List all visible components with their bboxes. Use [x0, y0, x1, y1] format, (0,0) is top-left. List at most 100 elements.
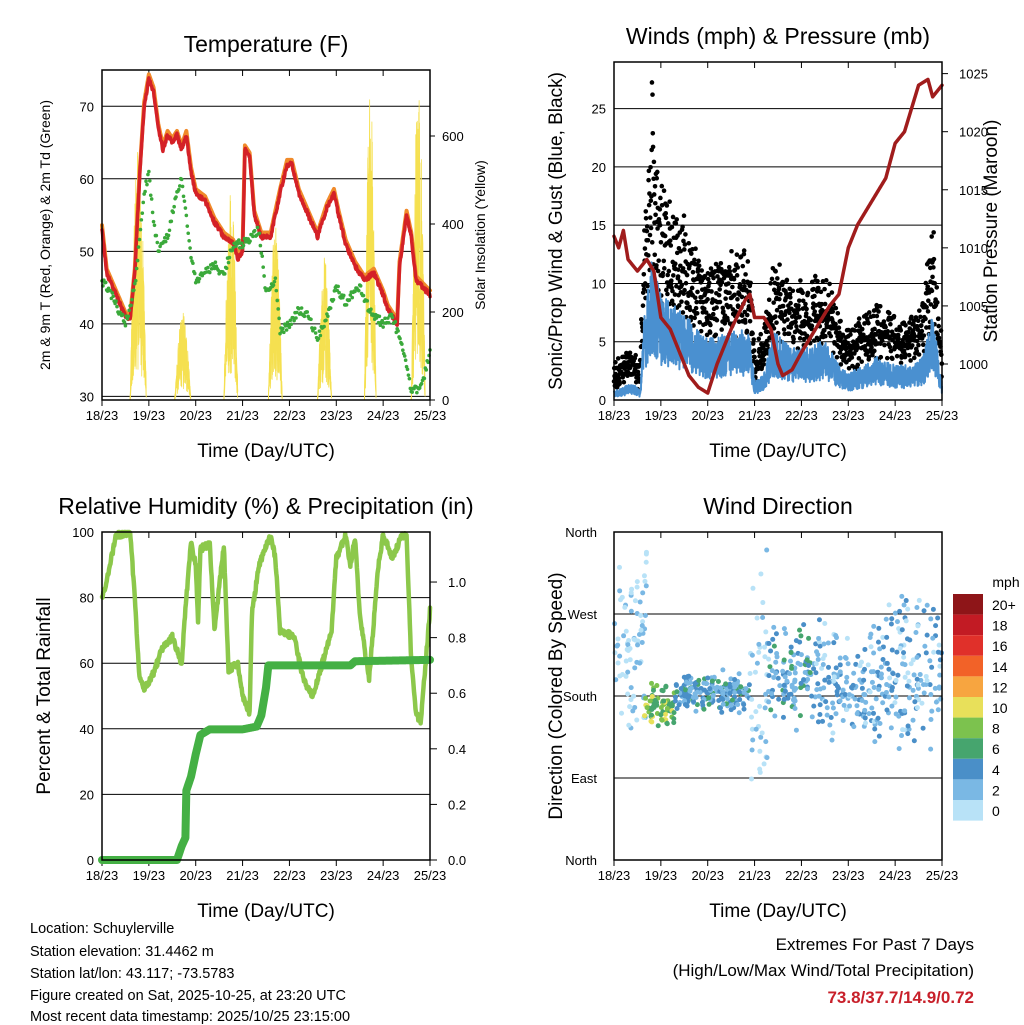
- direction-point: [798, 680, 804, 686]
- gust-point: [649, 80, 655, 85]
- direction-point: [621, 633, 627, 639]
- gust-point: [693, 305, 699, 311]
- direction-point: [817, 643, 823, 649]
- direction-point: [634, 584, 640, 590]
- direction-point: [873, 696, 879, 702]
- gust-point: [731, 276, 737, 282]
- gust-point: [650, 144, 656, 150]
- x-tick-label: 24/23: [879, 408, 912, 423]
- dewpoint-point: [378, 323, 383, 328]
- dewpoint-point: [393, 319, 398, 324]
- gust-point: [930, 274, 935, 280]
- direction-point: [781, 657, 787, 663]
- dewpoint-point: [162, 236, 167, 240]
- x-tick-label: 20/23: [691, 868, 724, 883]
- dewpoint-point: [165, 236, 170, 241]
- direction-point: [889, 687, 895, 693]
- direction-point: [617, 588, 623, 594]
- dewpoint-point: [183, 206, 188, 210]
- direction-point: [701, 706, 707, 712]
- dewpoint-point: [146, 172, 150, 177]
- gust-point: [669, 298, 675, 304]
- direction-point: [741, 706, 747, 712]
- gust-point: [918, 314, 923, 320]
- gust-point: [931, 256, 937, 262]
- gust-point: [744, 312, 750, 318]
- gust-point: [822, 301, 828, 307]
- direction-point: [654, 683, 660, 689]
- y2-tick-label: 400: [442, 217, 464, 232]
- gust-point: [747, 318, 753, 324]
- gust-point: [751, 337, 757, 342]
- direction-point: [801, 677, 807, 683]
- gust-point: [928, 302, 934, 307]
- gust-point: [805, 290, 811, 296]
- dewpoint-point: [331, 297, 336, 302]
- gust-point: [679, 299, 684, 304]
- gust-point: [819, 301, 825, 307]
- created-text: Figure created on Sat, 2025-10-25, at 23…: [30, 988, 346, 1004]
- direction-point: [880, 634, 886, 640]
- direction-point: [737, 697, 743, 703]
- direction-point: [763, 739, 769, 745]
- gust-point: [896, 336, 901, 341]
- direction-point: [643, 549, 649, 555]
- direction-point: [723, 681, 729, 687]
- direction-point: [806, 635, 812, 641]
- gust-point: [703, 310, 709, 315]
- dewpoint-point: [234, 244, 238, 248]
- gust-point: [883, 324, 888, 330]
- direction-point: [912, 699, 918, 705]
- direction-point: [787, 658, 793, 664]
- direction-point: [872, 726, 878, 732]
- gust-point: [923, 316, 928, 322]
- gust-point: [906, 329, 911, 335]
- direction-point: [694, 689, 700, 695]
- x-tick-label: 19/23: [645, 868, 678, 883]
- dewpoint-point: [197, 276, 202, 281]
- direction-point: [821, 685, 827, 691]
- direction-point: [869, 679, 875, 685]
- direction-point: [928, 746, 934, 752]
- direction-point: [764, 755, 770, 761]
- direction-point: [775, 675, 781, 681]
- direction-point: [634, 579, 640, 585]
- direction-point: [798, 633, 804, 639]
- dewpoint-point: [236, 241, 240, 246]
- x-tick-label: 24/23: [879, 868, 912, 883]
- direction-point: [817, 702, 823, 708]
- direction-point: [640, 590, 646, 596]
- direction-point: [627, 704, 633, 710]
- gust-point: [742, 309, 748, 315]
- gust-point: [654, 263, 659, 268]
- direction-point: [901, 654, 907, 660]
- direction-point: [628, 590, 634, 596]
- dewpoint-point: [185, 224, 190, 228]
- direction-point: [812, 694, 818, 700]
- direction-point: [788, 650, 794, 656]
- direction-point: [927, 682, 933, 688]
- gust-point: [911, 355, 917, 361]
- dewpoint-point: [191, 261, 195, 266]
- gust-point: [646, 202, 652, 208]
- dewpoint-point: [207, 270, 212, 275]
- direction-point: [854, 711, 860, 717]
- dewpoint-point: [172, 204, 176, 209]
- x-axis-label: Time (Day/UTC): [709, 901, 847, 922]
- direction-point: [773, 631, 779, 637]
- gust-point: [682, 242, 688, 247]
- x-tick-label: 21/23: [738, 408, 771, 423]
- direction-point: [768, 648, 774, 654]
- direction-point: [746, 682, 752, 688]
- wind-line: [613, 261, 943, 398]
- dewpoint-point: [241, 243, 246, 248]
- gust-point: [774, 320, 779, 325]
- direction-point: [781, 682, 787, 688]
- legend-swatch: [953, 676, 983, 697]
- gust-point: [661, 188, 667, 193]
- direction-point: [889, 703, 895, 709]
- gust-point: [929, 234, 934, 239]
- gust-point: [912, 333, 918, 339]
- dewpoint-point: [403, 358, 408, 363]
- gust-point: [680, 266, 686, 271]
